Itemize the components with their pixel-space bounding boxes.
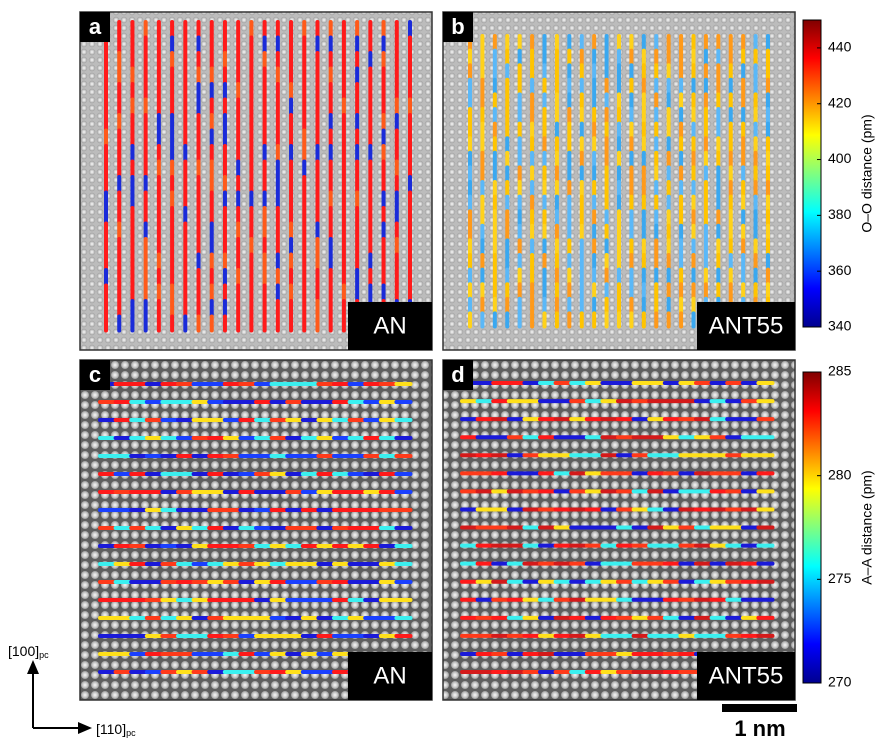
- arrow-head: [27, 660, 39, 674]
- panel: b ANT55: [443, 12, 795, 350]
- scale-bar: [722, 704, 797, 712]
- scale-bar-label: 1 nm: [734, 716, 785, 740]
- panel-label: AN: [373, 312, 406, 339]
- panel-letter: c: [89, 362, 101, 387]
- panel: a AN: [80, 12, 432, 350]
- colorbar-tick-label: 360: [828, 262, 852, 278]
- colorbar-tick-label: 270: [828, 674, 852, 690]
- colorbar-tick-label: 380: [828, 206, 852, 222]
- colorbar-tick-label: 280: [828, 466, 852, 482]
- panel-letter: b: [451, 14, 464, 39]
- panel-letter: d: [451, 362, 464, 387]
- panel: d ANT55: [443, 360, 795, 700]
- panel-label: AN: [373, 662, 406, 689]
- colorbar-label: A–A distance (pm): [859, 470, 875, 584]
- colorbar-tick-label: 285: [828, 363, 852, 379]
- panel-label: ANT55: [709, 662, 784, 689]
- axis-label: [110]pc: [96, 721, 136, 739]
- panel-letter: a: [89, 14, 102, 39]
- figure: [100]pc [110]pc 1 nm a AN b ANT55 c AN d ANT55 3…: [0, 0, 887, 740]
- colorbar-tick-label: 400: [828, 150, 852, 166]
- panel-label: ANT55: [709, 312, 784, 339]
- arrow-head: [78, 722, 92, 734]
- colorbar-label: O–O distance (pm): [859, 114, 875, 232]
- colorbar: [803, 20, 821, 327]
- panel: c AN: [80, 360, 432, 700]
- colorbar-tick-label: 420: [828, 94, 852, 110]
- colorbar-tick-label: 275: [828, 570, 852, 586]
- colorbar-tick-label: 440: [828, 39, 852, 55]
- axis-label: [100]pc: [8, 643, 49, 661]
- colorbar-tick-label: 340: [828, 318, 852, 334]
- colorbar: [803, 372, 821, 683]
- micrograph: [443, 360, 795, 700]
